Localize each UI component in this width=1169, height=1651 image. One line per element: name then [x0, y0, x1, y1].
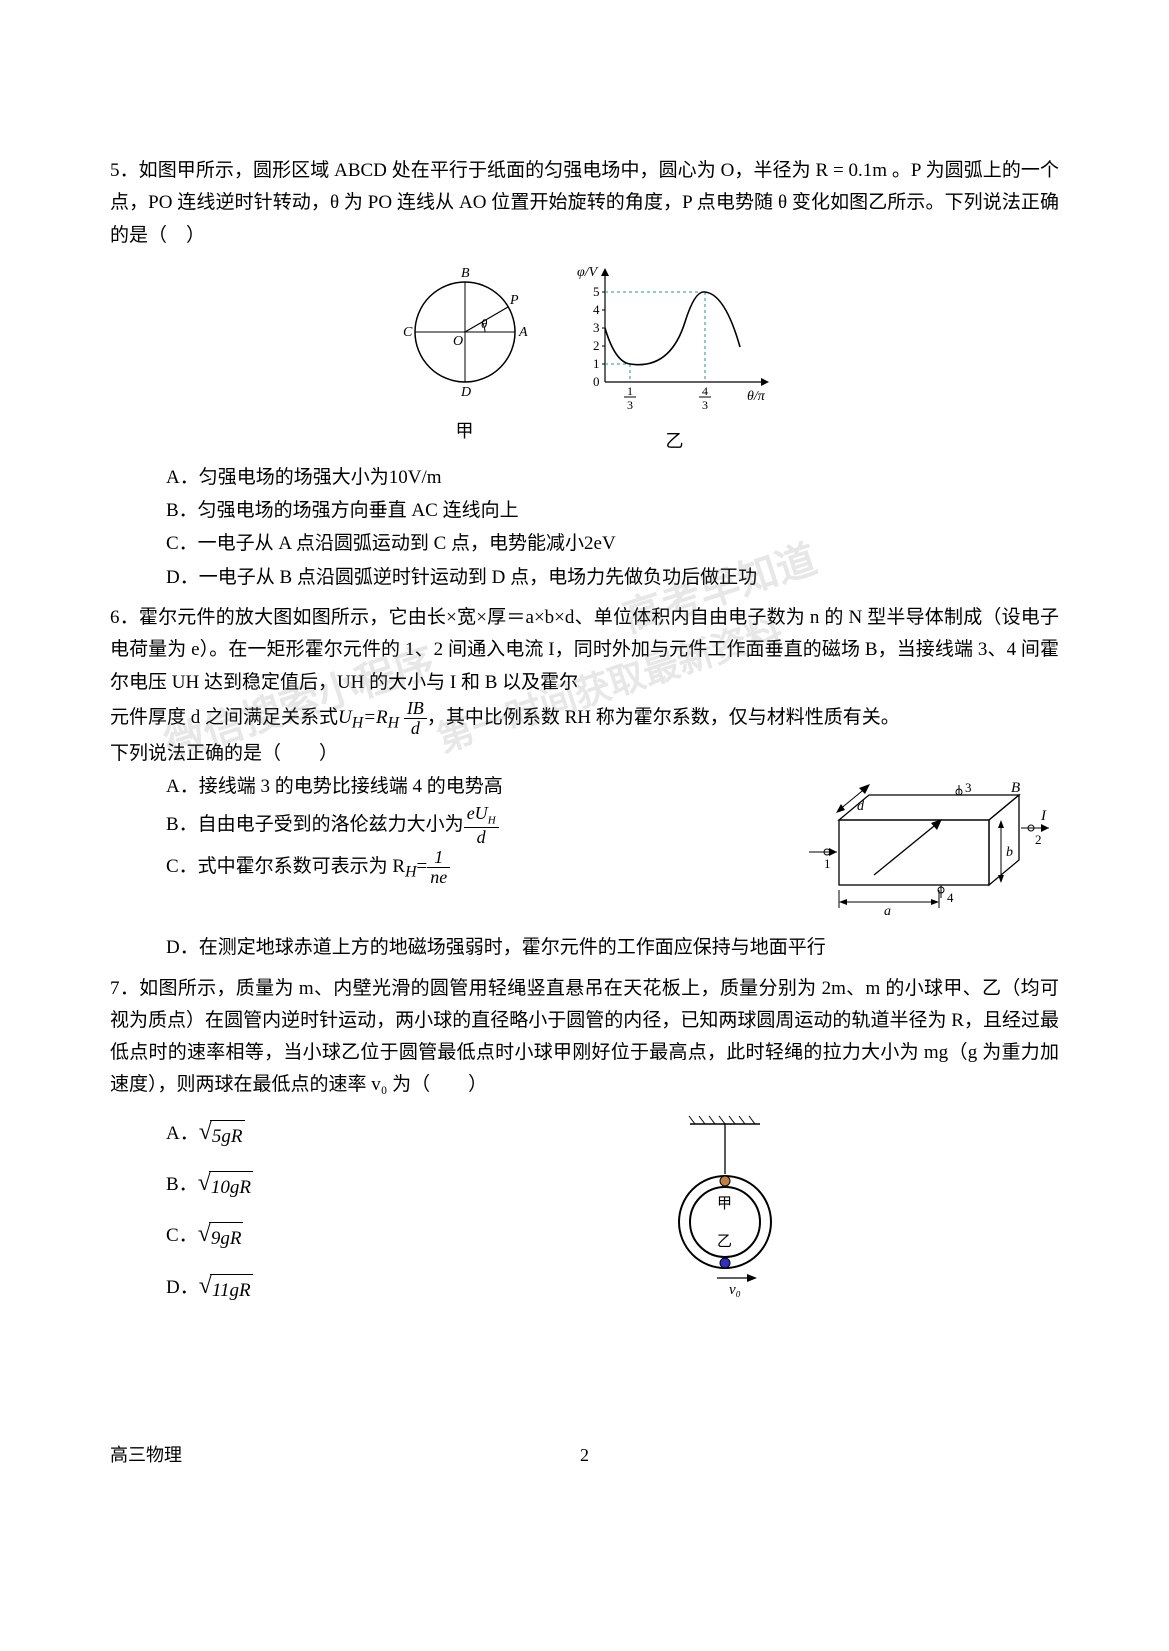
q5-circle-diagram: A B C D O P θ	[395, 262, 535, 402]
q7-fig: 甲 乙 v₀	[390, 1102, 1059, 1312]
q7-b-rad: 10gR	[209, 1171, 253, 1204]
q6-b-num: eU	[467, 803, 488, 823]
svg-text:3: 3	[593, 320, 600, 335]
q6-opt-c-frac: 1ne	[427, 848, 450, 887]
svg-text:3: 3	[965, 780, 972, 795]
q7-tube-diagram: 甲 乙 v₀	[655, 1112, 795, 1312]
q5-option-d: D．一电子从 B 点沿圆弧逆时针运动到 D 点，电场力先做负功后做正功	[110, 562, 1059, 594]
q6-opt-c-pre: C．式中霍尔系数可表示为 R	[166, 856, 405, 877]
q6-eq-lhs: U	[338, 707, 352, 728]
q6-hall-diagram: B 1 2 I 3 4 a b d	[779, 770, 1059, 920]
q6-b-den: d	[464, 828, 499, 847]
q6-option-b: B．自由电子受到的洛伦兹力大小为eUHd	[110, 804, 759, 847]
svg-text:4: 4	[947, 890, 954, 905]
q6-c-den: ne	[427, 868, 450, 887]
page-footer: 高三物理 2	[110, 1440, 1059, 1471]
q5-figures: A B C D O P θ 甲 0 1 2	[110, 262, 1059, 457]
q6-eq-eq: =R	[363, 707, 387, 728]
q7-b-label: B．	[166, 1174, 198, 1195]
q6-c-sub: H	[405, 864, 416, 881]
svg-text:甲: 甲	[717, 1196, 732, 1212]
q7-d-label: D．	[166, 1277, 199, 1298]
svg-text:θ: θ	[481, 316, 488, 331]
svg-text:d: d	[857, 799, 865, 814]
footer-page-number: 2	[580, 1440, 589, 1471]
q6-stem-3: 下列说法正确的是（ ）	[110, 738, 1059, 770]
q7-c-rad: 9gR	[209, 1222, 244, 1255]
q7-option-d: D．√11gR	[110, 1272, 350, 1307]
q5-option-c: C．一电子从 A 点沿圆弧运动到 C 点，电势能减小2eV	[110, 528, 1059, 560]
q6-eq-frac-num: IB	[404, 699, 427, 719]
svg-text:B: B	[461, 266, 470, 281]
question-5: 5．如图甲所示，圆形区域 ABCD 处在平行于纸面的匀强电场中，圆心为 O，半径…	[110, 155, 1059, 594]
q6-stem-1: 6．霍尔元件的放大图如图所示，它由长×宽×厚＝a×b×d、单位体积内自由电子数为…	[110, 602, 1059, 699]
q7-option-a: A．√5gR	[110, 1118, 350, 1153]
q5-stem: 5．如图甲所示，圆形区域 ABCD 处在平行于纸面的匀强电场中，圆心为 O，半径…	[110, 155, 1059, 252]
q6-eq-sub2: H	[388, 714, 399, 731]
svg-text:O: O	[453, 334, 463, 349]
svg-text:0: 0	[593, 374, 600, 389]
q6-eq-sub1: H	[352, 714, 363, 731]
svg-text:A: A	[518, 325, 528, 340]
svg-text:φ/V: φ/V	[577, 265, 599, 280]
svg-text:1: 1	[627, 384, 633, 398]
svg-text:a: a	[884, 904, 891, 919]
q6-eq-frac-den: d	[404, 719, 427, 738]
q6-option-c: C．式中霍尔系数可表示为 RH=1ne	[110, 848, 759, 887]
svg-text:3: 3	[702, 398, 708, 412]
q5-option-a: A．匀强电场的场强大小为10V/m	[110, 462, 1059, 494]
q7-d-rad: 11gR	[210, 1274, 253, 1307]
svg-text:1: 1	[824, 856, 831, 871]
q6-opt-b-frac: eUHd	[464, 804, 499, 847]
svg-text:4: 4	[702, 384, 708, 398]
q5-fig-jia: A B C D O P θ 甲	[395, 262, 535, 457]
q6-fig: B 1 2 I 3 4 a b d	[779, 770, 1059, 931]
q7-option-b: B．√10gR	[110, 1169, 350, 1204]
q6-eq-frac: IBd	[404, 699, 427, 738]
q5-fig-yi-label: 乙	[575, 426, 775, 457]
svg-text:2: 2	[593, 338, 600, 353]
svg-text:θ/π: θ/π	[747, 389, 766, 404]
question-6: 6．霍尔元件的放大图如图所示，它由长×宽×厚＝a×b×d、单位体积内自由电子数为…	[110, 602, 1059, 965]
q6-stem-2-post: ，其中比例系数 RH 称为霍尔系数，仅与材料性质有关。	[427, 707, 900, 728]
q6-opt-b-pre: B．自由电子受到的洛伦兹力大小为	[166, 814, 464, 835]
q5-option-b: B．匀强电场的场强方向垂直 AC 连线向上	[110, 495, 1059, 527]
q7-a-label: A．	[166, 1123, 199, 1144]
svg-text:乙: 乙	[717, 1234, 732, 1250]
q7-option-c: C．√9gR	[110, 1220, 350, 1255]
q6-c-eq: =	[417, 856, 428, 877]
svg-text:3: 3	[627, 398, 633, 412]
q6-b-num-sub: H	[488, 815, 496, 827]
q6-stem-2: 元件厚度 d 之间满足关系式UH=RH IBd，其中比例系数 RH 称为霍尔系数…	[110, 699, 1059, 738]
q7-a-rad: 5gR	[210, 1120, 245, 1153]
q5-fig-yi: 0 1 2 3 4 5 13 43	[575, 262, 775, 457]
question-7: 7．如图所示，质量为 m、内壁光滑的圆管用轻绳竖直悬吊在天花板上，质量分别为 2…	[110, 973, 1059, 1323]
svg-text:B: B	[1011, 780, 1020, 796]
q7-stem: 7．如图所示，质量为 m、内壁光滑的圆管用轻绳竖直悬吊在天花板上，质量分别为 2…	[110, 973, 1059, 1102]
svg-text:4: 4	[593, 302, 600, 317]
q5-fig-jia-label: 甲	[395, 416, 535, 447]
q6-option-a: A．接线端 3 的电势比接线端 4 的电势高	[110, 771, 759, 803]
svg-text:1: 1	[593, 356, 600, 371]
q7-c-label: C．	[166, 1225, 198, 1246]
q6-stem-2-pre: 元件厚度 d 之间满足关系式	[110, 707, 338, 728]
q5-graph: 0 1 2 3 4 5 13 43	[575, 262, 775, 412]
svg-text:2: 2	[1035, 832, 1042, 847]
svg-text:b: b	[1006, 845, 1013, 860]
svg-text:P: P	[509, 293, 519, 308]
svg-text:C: C	[403, 325, 413, 340]
svg-text:5: 5	[593, 284, 600, 299]
footer-subject: 高三物理	[110, 1440, 182, 1471]
svg-text:I: I	[1040, 808, 1047, 824]
q6-c-num: 1	[427, 848, 450, 868]
svg-text:v₀: v₀	[729, 1282, 741, 1298]
svg-text:D: D	[460, 385, 471, 400]
q6-option-d: D．在测定地球赤道上方的地磁场强弱时，霍尔元件的工作面应保持与地面平行	[110, 932, 1059, 964]
